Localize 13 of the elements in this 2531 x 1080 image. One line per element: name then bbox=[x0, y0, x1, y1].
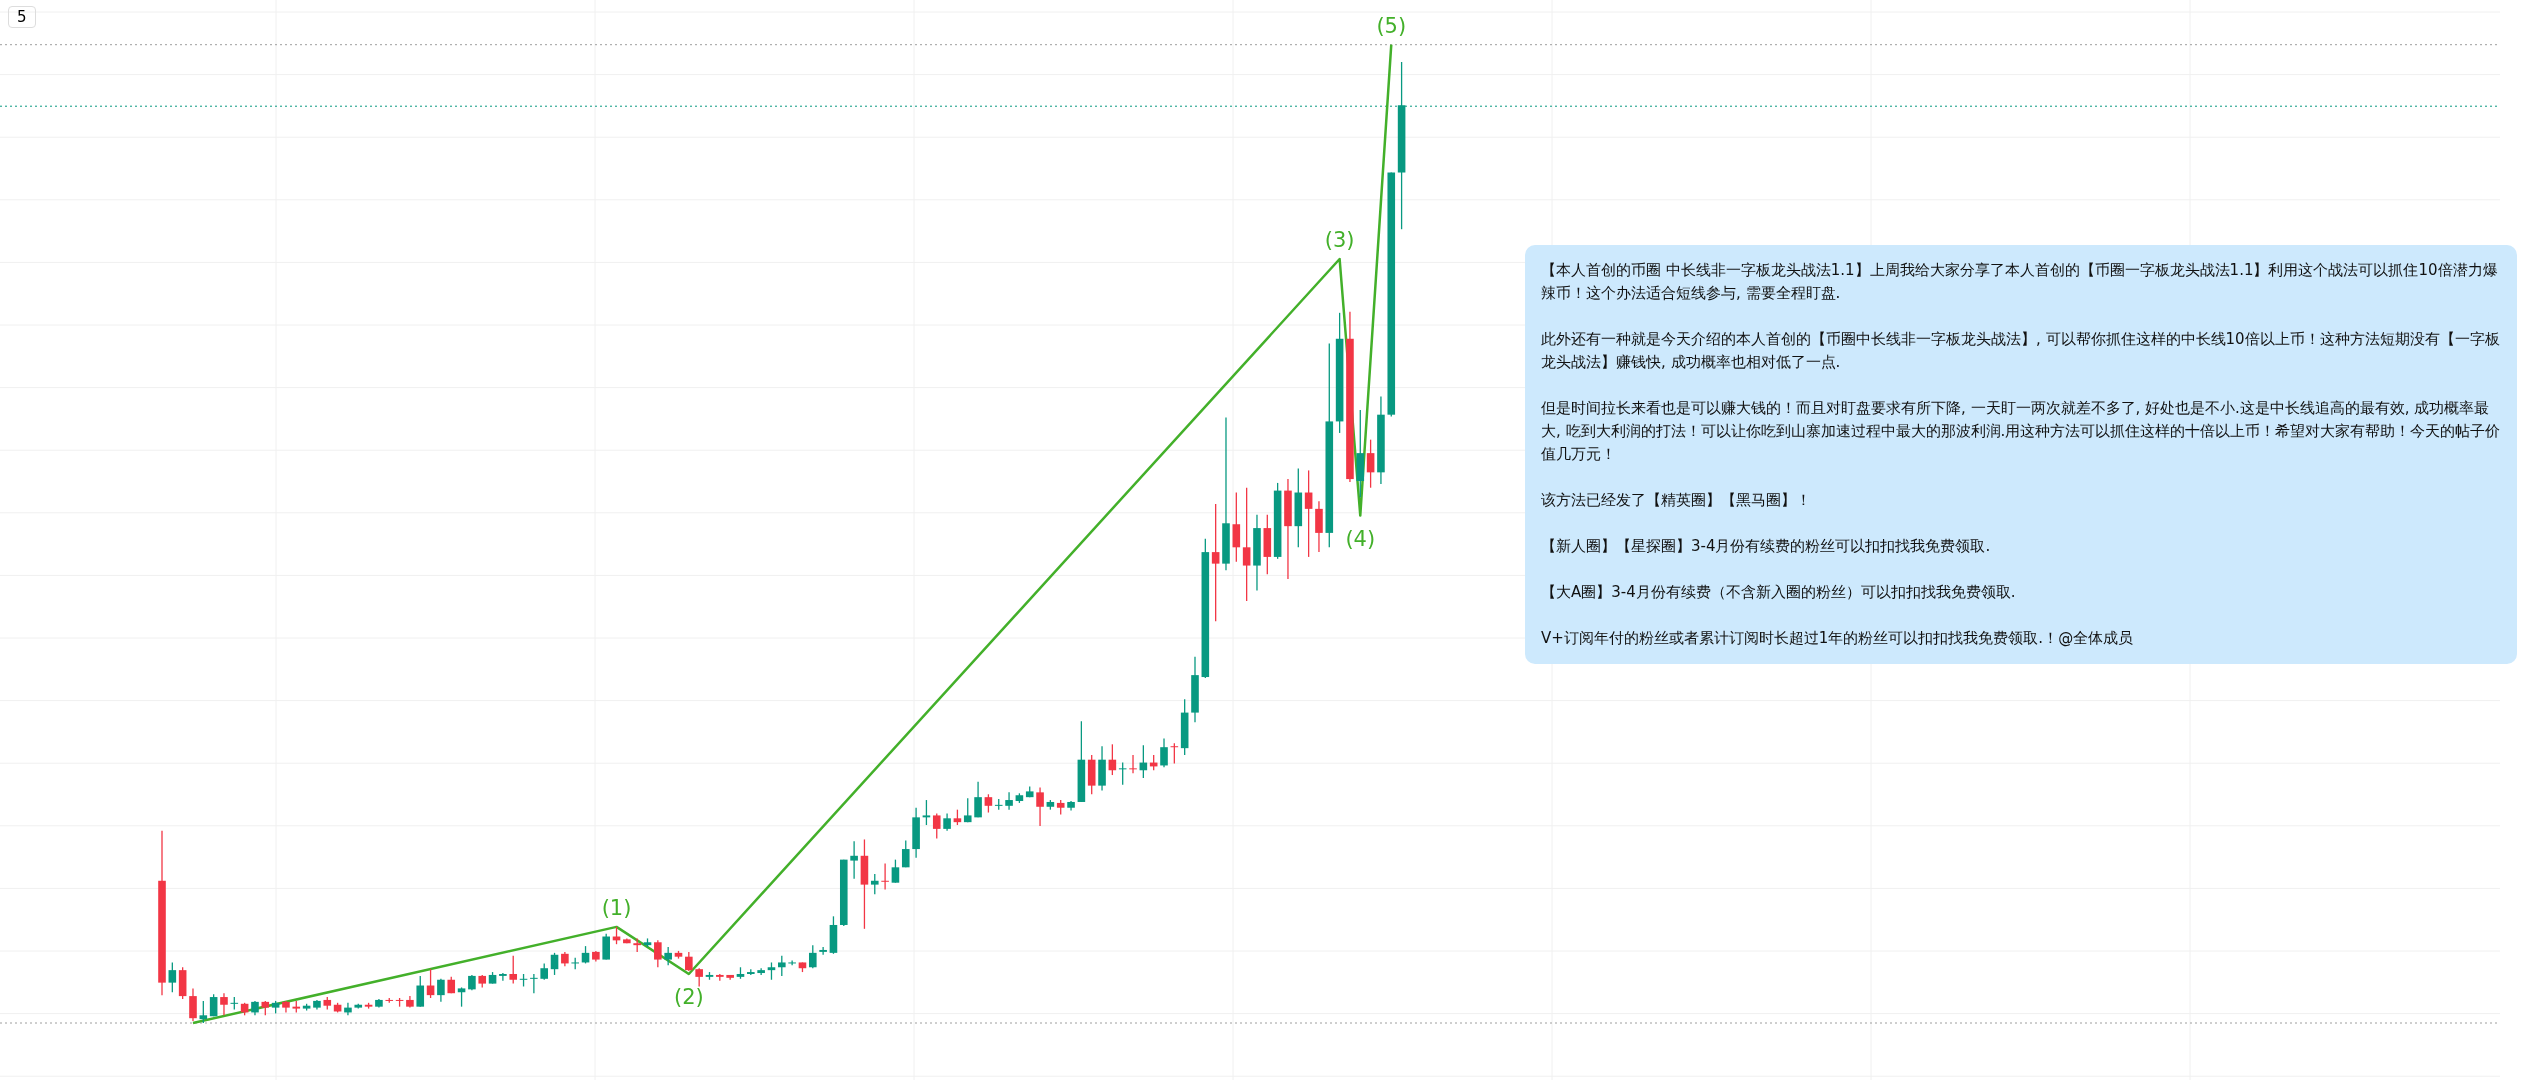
annotation: 【新人圈】【星探圈】3-4月份有续费的粉丝可以扣扣找我免费领取. bbox=[1541, 536, 1992, 557]
wave-label: (5) bbox=[1376, 13, 1407, 38]
annotation: 但是时间拉长来看也是可以赚大钱的！而且对盯盘要求有所下降, 一天盯一两次就差不多了, 好处也是不小.这是中长线追高的最有效, 成功概率最大, 吃到大利润的打法！可以让你吃到山寨加速过程中最大的那波利润.用这种方法可以抓住这样的十倍以上币！希望对大家有帮助！今天的帖子价值几万元！ bbox=[1541, 398, 2501, 465]
annotation: 此外还有一种就是今天介绍的本人首创的【币圈中长线非一字板龙头战法】, 可以帮你抓住这样的中长线10倍以上币！这种方法短期没有【一字板龙头战法】赚钱快, 成功概率也相对低了一点. bbox=[1541, 329, 2501, 373]
wave-label: (2) bbox=[673, 985, 704, 1009]
annotation: 5 bbox=[8, 6, 36, 28]
wave-label: (4) bbox=[1345, 526, 1376, 551]
annotation: 该方法已经发了【精英圈】【黑马圈】！ bbox=[1541, 490, 1812, 511]
wave-label: (3) bbox=[1324, 228, 1355, 252]
annotation: 【大A圈】3-4月份有续费（不含新入圈的粉丝）可以扣扣找我免费领取. bbox=[1541, 582, 2017, 603]
wave-label: (1) bbox=[601, 895, 632, 920]
annotation: 【本人首创的币圈 中长线非一字板龙头战法1.1】上周我给大家分享了本人首创的【币圈一字板龙头战法1.1】利用这个战法可以抓住10倍潜力爆辣币！这个办法适合短线参与, 需要全程盯盘. bbox=[1541, 260, 2499, 304]
annotation: V+订阅年付的粉丝或者累计订阅时长超过1年的粉丝可以扣扣找我免费领取.！@全体成员 bbox=[1541, 628, 2135, 649]
